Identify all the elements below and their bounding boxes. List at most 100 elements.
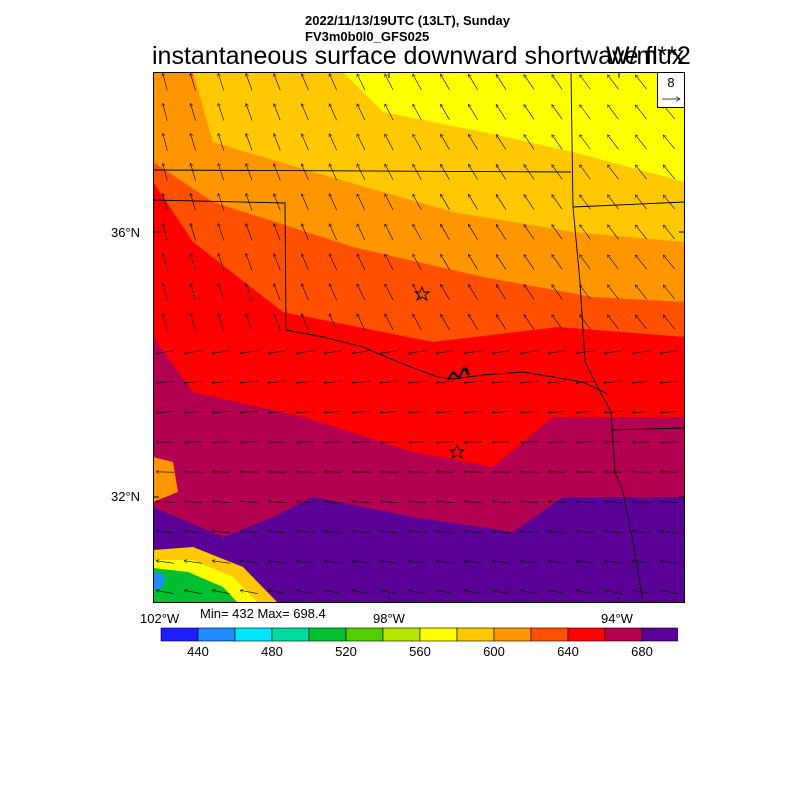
wind-vector-arrow xyxy=(357,284,366,301)
colorbar-swatch xyxy=(456,627,495,642)
wind-vector-arrow xyxy=(218,103,225,121)
wind-vector-arrow xyxy=(385,254,394,271)
wind-vector-arrow xyxy=(576,590,594,594)
wind-vector-arrow xyxy=(580,285,591,300)
wind-vector-arrow xyxy=(464,350,482,354)
wind-vector-arrow xyxy=(380,531,398,534)
wind-vector-arrow xyxy=(268,590,286,594)
wind-vector-arrow xyxy=(156,590,174,594)
wind-vector-arrow xyxy=(329,74,337,91)
colorbar-tick-label: 640 xyxy=(557,644,579,659)
wind-vector-arrow xyxy=(240,501,259,502)
wind-vector-arrow xyxy=(385,284,394,301)
wind-vector-arrow xyxy=(520,380,538,383)
colorbar-swatch xyxy=(160,627,199,642)
wind-vector-arrow xyxy=(635,255,647,270)
wind-vector-arrow xyxy=(492,411,511,412)
wind-vector-arrow xyxy=(218,223,225,241)
wind-vector-arrow xyxy=(663,165,675,180)
wind-vector-arrow xyxy=(380,501,399,502)
wind-vector-arrow xyxy=(464,561,482,564)
state-boundaries xyxy=(153,72,685,603)
wind-vector-arrow xyxy=(464,380,482,383)
wind-vector-arrow xyxy=(495,104,507,120)
wind-vector-arrow xyxy=(156,350,174,354)
wind-vector-arrow xyxy=(296,411,315,412)
wind-vector-arrow xyxy=(576,350,594,354)
colorbar-swatch xyxy=(308,627,347,642)
wind-vector-arrow xyxy=(156,411,175,412)
wind-vector-arrow xyxy=(408,531,426,534)
wind-vector-arrow xyxy=(274,314,281,331)
wind-vector-arrow xyxy=(495,224,507,240)
patch-green xyxy=(153,568,238,603)
wind-vector-arrow xyxy=(184,501,203,502)
wind-vector-arrow xyxy=(212,501,231,502)
wind-vector-arrow xyxy=(635,315,647,330)
wind-vector-arrow xyxy=(632,350,650,354)
wind-vector-arrow xyxy=(632,590,650,594)
wind-vector-arrow xyxy=(580,225,591,240)
wind-vector-arrow xyxy=(302,74,309,91)
wind-vector-arrow xyxy=(468,134,478,150)
wind-vector-arrow xyxy=(324,411,343,412)
wind-vector-arrow xyxy=(240,411,259,412)
wind-vector-arrow xyxy=(385,134,394,151)
wind-vector-arrow xyxy=(524,255,535,270)
wind-vector-arrow xyxy=(548,590,566,594)
colorbar-tick-label: 440 xyxy=(187,644,209,659)
wind-vector-arrow xyxy=(329,314,337,331)
wind-vector-arrow xyxy=(352,501,371,502)
wind-vector-arrow xyxy=(274,134,281,151)
wind-vector-arrow xyxy=(495,134,507,150)
colorbar-swatch xyxy=(234,627,273,642)
wind-vector-arrow xyxy=(163,193,168,211)
wind-vector-arrow xyxy=(552,285,563,300)
wind-vector-arrow xyxy=(413,224,422,241)
wind-vector-arrow xyxy=(660,590,678,594)
wind-vector-arrow xyxy=(274,194,281,211)
wind-vector-arrow xyxy=(184,561,202,564)
wind-vector-arrow xyxy=(552,75,563,90)
wind-vector-arrow xyxy=(635,135,647,150)
wind-vector-arrow xyxy=(357,194,366,211)
wind-vector-arrow xyxy=(352,350,370,354)
wind-vector-arrow xyxy=(660,561,678,564)
wind-vector-arrow xyxy=(495,194,507,210)
wind-vector-arrow xyxy=(548,561,566,564)
wind-vector-arrow xyxy=(302,254,309,271)
wind-vector-arrow xyxy=(495,314,507,330)
wind-vector-arrow xyxy=(635,165,647,180)
wind-vector-arrow xyxy=(552,105,563,120)
wind-vector-arrow xyxy=(468,254,478,270)
wind-vector-arrow xyxy=(580,75,591,90)
wind-vector-arrow xyxy=(632,531,650,534)
wind-vector-arrow xyxy=(246,254,253,271)
wind-vector-arrow xyxy=(352,411,371,412)
wind-vector-arrow xyxy=(580,135,591,150)
wind-vector-arrow xyxy=(357,134,366,151)
wind-vector-arrow xyxy=(408,350,426,354)
wind-vector-arrow xyxy=(552,255,563,270)
wind-vector-arrow xyxy=(468,74,478,90)
wind-vector-arrow xyxy=(385,104,394,121)
wind-vector-arrow xyxy=(380,561,398,564)
wind-vector-arrow xyxy=(436,501,455,502)
wind-vector-arrow xyxy=(302,224,309,241)
lon-label-94w: 94°W xyxy=(601,611,633,626)
wind-vector-arrow xyxy=(324,380,342,383)
wind-vector-arrow xyxy=(413,134,422,151)
wind-vector-arrow xyxy=(495,164,507,180)
wind-vector-arrow xyxy=(604,411,623,412)
wind-vector-arrow xyxy=(184,531,202,534)
wind-vector-arrow xyxy=(608,105,619,120)
wind-vector-arrow xyxy=(635,285,647,300)
wind-vector-arrow xyxy=(464,411,483,412)
wind-vector-arrow xyxy=(495,74,507,90)
wind-vector-arrow xyxy=(580,315,591,330)
wind-vector-arrow xyxy=(246,314,253,331)
wind-vector-arrow xyxy=(302,314,309,331)
wind-vector-arrow xyxy=(468,224,478,240)
wind-vector-arrow xyxy=(660,501,679,502)
wind-vector-arrow xyxy=(524,165,535,180)
